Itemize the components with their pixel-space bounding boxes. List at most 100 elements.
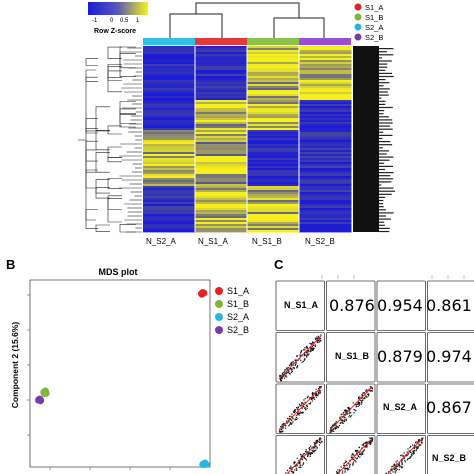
heatmap-cell	[247, 118, 300, 121]
heatmap-cell	[143, 118, 196, 121]
heatmap-cell	[299, 68, 352, 71]
heatmap-cell	[143, 70, 196, 73]
heatmap-cell	[299, 132, 352, 135]
diag-label-4: N_S2_B	[432, 453, 467, 463]
heatmap-cell	[247, 70, 300, 73]
heatmap-cell	[247, 212, 300, 215]
heatmap-cell	[195, 182, 248, 185]
mds-legend-label: S1_A	[227, 286, 249, 296]
heatmap-cell	[299, 62, 352, 65]
heatmap-cell	[143, 126, 196, 129]
heatmap-cell	[299, 50, 352, 53]
heatmap-cell	[299, 198, 352, 201]
heatmap-cell	[195, 128, 248, 131]
heatmap-cell	[143, 178, 196, 181]
heatmap-cell	[195, 174, 248, 177]
heatmap-cell	[299, 180, 352, 183]
heatmap-cell	[299, 84, 352, 87]
correlation-cell	[427, 435, 474, 474]
heatmap-cell	[299, 120, 352, 123]
heatmap-cell	[195, 120, 248, 123]
column-color-block	[299, 38, 351, 45]
heatmap-cell	[299, 170, 352, 173]
mds-point	[200, 289, 208, 297]
heatmap-cell	[247, 144, 300, 147]
heatmap-cell	[247, 130, 300, 133]
heatmap-cell	[299, 122, 352, 125]
heatmap-cell	[299, 168, 352, 171]
mds-panel: B MDS plot Component 2 (15.6%) S1_A S1_B…	[6, 257, 249, 470]
heatmap-cell	[143, 198, 196, 201]
row-dendrogram	[78, 46, 142, 233]
heatmap-cell	[247, 94, 300, 97]
heatmap-cell	[247, 174, 300, 177]
column-color-block	[143, 38, 195, 45]
heatmap-cell	[195, 138, 248, 141]
heatmap-cell	[299, 130, 352, 133]
heatmap-cell	[247, 228, 300, 231]
heatmap-cell	[247, 222, 300, 225]
gene-labels	[353, 46, 395, 233]
heatmap-cell	[143, 228, 196, 231]
heatmap-cell	[143, 160, 196, 163]
heatmap-cell	[247, 86, 300, 89]
heatmap-cell	[247, 134, 300, 137]
heatmap-cell	[299, 202, 352, 205]
corr-value-3-4: 0.867	[426, 398, 472, 417]
heatmap-cell	[143, 66, 196, 69]
heatmap-cell	[195, 152, 248, 155]
mds-points	[35, 289, 210, 468]
heatmap-cell	[195, 64, 248, 67]
heatmap-cell	[195, 54, 248, 57]
heatmap-cell	[247, 166, 300, 169]
heatmap-cell	[299, 220, 352, 223]
column-color-bar	[143, 38, 351, 45]
heatmap-cell	[143, 100, 196, 103]
heatmap-cell	[143, 190, 196, 193]
heatmap-cell	[299, 52, 352, 55]
heatmap-cell	[195, 142, 248, 145]
heatmap-cell	[195, 144, 248, 147]
heatmap-cell	[143, 162, 196, 165]
heatmap-cell	[247, 102, 300, 105]
heatmap-cell	[299, 186, 352, 189]
heatmap-cell	[195, 100, 248, 103]
heatmap-cell	[247, 60, 300, 63]
mds-point	[37, 397, 44, 405]
heatmap-cell	[247, 190, 300, 193]
heatmap-cell	[247, 64, 300, 67]
correlation-cell	[376, 435, 426, 474]
legend-label: S1_B	[365, 13, 383, 22]
heatmap-cell	[143, 114, 196, 117]
heatmap-cell	[143, 128, 196, 131]
heatmap-cell	[299, 112, 352, 115]
heatmap-cell	[247, 72, 300, 75]
heatmap-cell	[247, 98, 300, 101]
heatmap-cell	[299, 70, 352, 73]
heatmap-cell	[143, 86, 196, 89]
heatmap-cell	[299, 60, 352, 63]
heatmap-cell	[299, 156, 352, 159]
corr-value-1-4: 0.861	[426, 296, 472, 315]
heatmap-cell	[195, 222, 248, 225]
heatmap-cell	[195, 202, 248, 205]
heatmap-cell	[143, 48, 196, 51]
heatmap-cell	[299, 94, 352, 97]
heatmap-cell	[247, 58, 300, 61]
heatmap-legend: S1_A S1_B S2_A S2_B	[354, 3, 383, 42]
heatmap-cell	[299, 134, 352, 137]
heatmap-cell	[247, 82, 300, 85]
heatmap-cell	[247, 74, 300, 77]
heatmap-cell	[143, 166, 196, 169]
heatmap-cell	[247, 214, 300, 217]
heatmap-cell	[299, 188, 352, 191]
heatmap-cell	[299, 124, 352, 127]
heatmap-cell	[195, 200, 248, 203]
heatmap-cell	[143, 194, 196, 197]
heatmap-cell	[299, 178, 352, 181]
heatmap-cell	[247, 162, 300, 165]
heatmap-cell	[143, 156, 196, 159]
heatmap-cell	[299, 104, 352, 107]
heatmap-cell	[195, 132, 248, 135]
heatmap-cell	[143, 78, 196, 81]
